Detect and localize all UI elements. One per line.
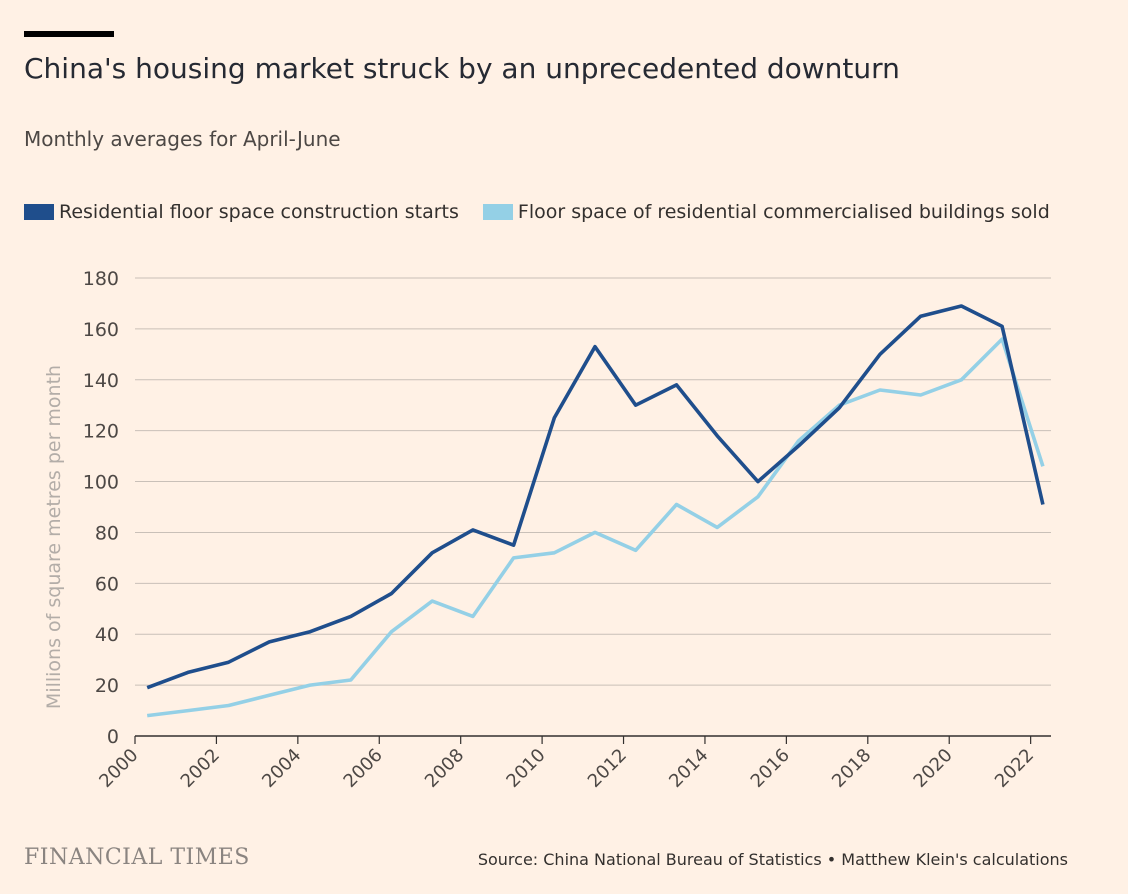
legend: Residential floor space construction sta… [24,201,1074,223]
y-tick-label: 140 [83,370,119,392]
y-tick-label: 80 [95,522,119,544]
chart-subtitle: Monthly averages for April-June [24,127,341,151]
x-tick-label: 2002 [177,745,224,792]
top-rule [24,31,114,37]
x-tick-label: 2006 [340,745,387,792]
y-tick-label: 120 [83,421,119,443]
series-line-construction-starts [146,304,1045,690]
y-tick-label: 160 [83,319,119,341]
legend-swatch-buildings-sold [482,204,513,220]
x-tick-label: 2022 [991,745,1038,792]
y-tick-label: 40 [95,624,119,646]
y-tick-label: 60 [95,573,119,595]
x-tick-label: 2014 [665,745,712,792]
x-tick-label: 2020 [910,745,957,792]
y-tick-label: 20 [95,675,119,697]
x-tick-label: 2004 [258,745,305,792]
x-tick-label: 2012 [584,745,631,792]
legend-swatch-construction-starts [24,204,54,220]
x-tick-label: 2016 [747,745,794,792]
legend-item-buildings-sold: Floor space of residential commercialise… [482,201,1050,223]
series-line-buildings-sold [146,337,1045,718]
y-tick-label: 180 [83,268,119,290]
y-axis-label: Millions of square metres per month [43,365,65,709]
chart-title: China's housing market struck by an unpr… [24,52,900,85]
legend-item-construction-starts: Residential floor space construction sta… [24,201,459,223]
x-tick-label: 2000 [95,745,142,792]
y-tick-label: 100 [83,472,119,494]
x-tick-label: 2018 [828,745,875,792]
source-note: Source: China National Bureau of Statist… [477,850,1068,869]
legend-label-construction-starts: Residential floor space construction sta… [59,201,459,223]
legend-label-buildings-sold: Floor space of residential commercialise… [517,201,1050,223]
x-tick-label: 2008 [421,745,468,792]
ft-brand-logo: FINANCIAL TIMES [24,845,250,870]
y-tick-label: 0 [107,726,119,748]
x-tick-label: 2010 [502,745,549,792]
